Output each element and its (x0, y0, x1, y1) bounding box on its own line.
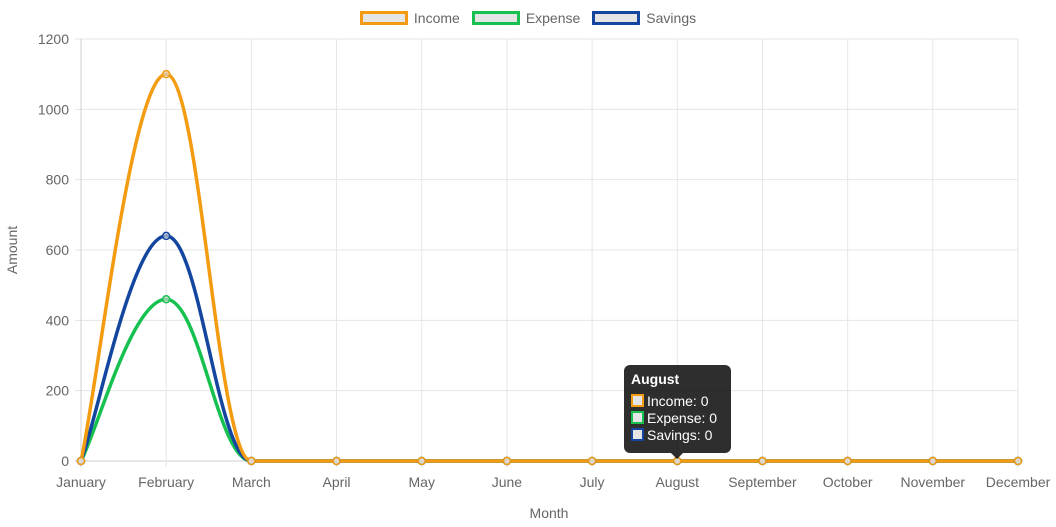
point-income-april[interactable] (332, 456, 341, 466)
y-tick-label-800: 800 (46, 172, 70, 188)
legend-item-savings[interactable]: Savings (592, 8, 696, 28)
y-tick-label-200: 200 (46, 383, 70, 399)
x-tick-label-april: April (323, 474, 351, 490)
x-axis-label: Month (530, 505, 569, 521)
tooltip-row-income: Income: 0 (631, 392, 724, 409)
point-income-march[interactable] (247, 456, 256, 466)
point-income-october[interactable] (843, 456, 852, 466)
x-tick-label-march: March (232, 474, 271, 490)
y-tick-label-400: 400 (46, 312, 70, 328)
chart-legend: Income Expense Savings (0, 8, 1056, 28)
tooltip-row-savings: Savings: 0 (631, 426, 724, 443)
y-tick-label-600: 600 (46, 242, 70, 258)
series-line-expense (79, 297, 1020, 463)
point-income-february[interactable] (161, 69, 171, 79)
point-income-january[interactable] (76, 456, 86, 466)
hover-tooltip: August Income: 0 Expense: 0 Savings: 0 (624, 365, 731, 459)
point-income-november[interactable] (928, 456, 938, 466)
legend-swatch-expense (471, 11, 520, 25)
legend-item-expense[interactable]: Expense (471, 8, 581, 28)
legend-label-expense: Expense (525, 10, 581, 26)
y-tick-label-1000: 1000 (38, 101, 69, 117)
point-income-december[interactable] (1013, 456, 1023, 466)
point-income-june[interactable] (502, 456, 512, 466)
tooltip-row-expense: Expense: 0 (631, 409, 724, 426)
point-expense-february[interactable] (161, 294, 171, 304)
tooltip-text-expense: Expense: 0 (647, 409, 718, 426)
y-axis-ticks: 0 200 400 600 800 1000 1200 (38, 31, 69, 469)
x-tick-label-may: May (409, 474, 435, 490)
x-tick-label-february: February (138, 474, 194, 490)
x-tick-label-december: December (986, 474, 1051, 490)
legend-label-income: Income (413, 10, 460, 26)
point-savings-february[interactable] (161, 231, 171, 241)
legend-label-savings: Savings (646, 10, 697, 26)
series-lines (79, 72, 1020, 463)
x-tick-label-september: September (728, 474, 797, 490)
point-income-may[interactable] (417, 456, 426, 466)
point-income-september[interactable] (758, 456, 767, 466)
grid-lines (75, 38, 1019, 467)
x-tick-label-january: January (56, 474, 106, 490)
tooltip-swatch-expense (631, 411, 644, 424)
x-axis-ticks: January February March April May June July Augu… (56, 474, 1051, 490)
legend-item-income[interactable]: Income (359, 8, 460, 28)
series-points (76, 69, 1023, 466)
tooltip-text-income: Income: 0 (647, 392, 709, 409)
series-line-income (79, 72, 1020, 463)
y-tick-label-1200: 1200 (38, 31, 69, 47)
legend-swatch-income (359, 11, 408, 25)
x-tick-label-july: July (580, 474, 605, 490)
x-tick-label-august: August (655, 474, 699, 490)
y-tick-label-0: 0 (61, 453, 69, 469)
point-income-july[interactable] (587, 456, 597, 466)
legend-swatch-savings (592, 11, 641, 25)
tooltip-swatch-income (631, 394, 644, 407)
tooltip-text-savings: Savings: 0 (647, 426, 713, 443)
x-tick-label-october: October (823, 474, 873, 490)
y-axis-label: Amount (4, 226, 20, 274)
x-tick-label-june: June (492, 474, 523, 490)
tooltip-swatch-savings (631, 428, 644, 441)
tooltip-title: August (631, 371, 680, 387)
x-tick-label-november: November (901, 474, 966, 490)
